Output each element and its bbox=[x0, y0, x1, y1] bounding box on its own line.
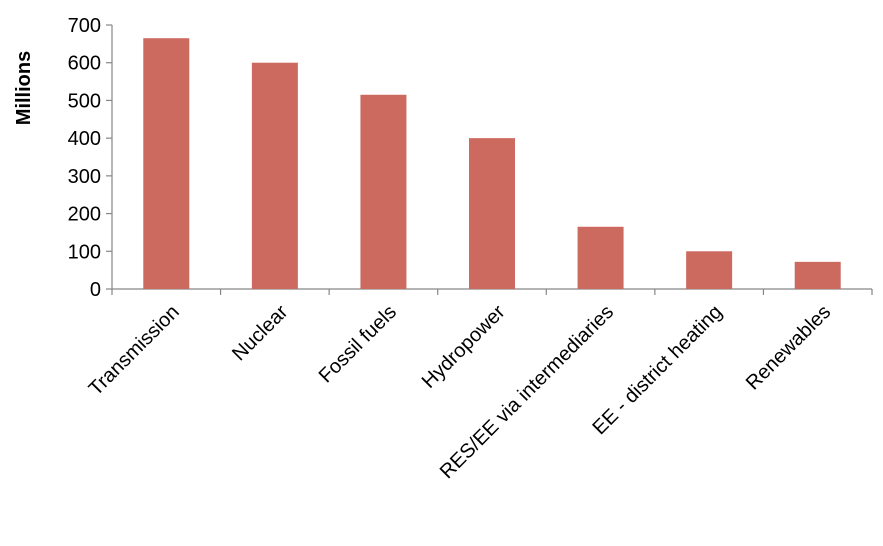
y-tick-label: 400 bbox=[68, 128, 101, 150]
y-tick-label: 700 bbox=[68, 15, 101, 37]
x-tick-label: RES/EE via intermediaries bbox=[436, 301, 618, 483]
x-tick-label: Fossil fuels bbox=[315, 301, 401, 387]
y-axis-title: Millions bbox=[13, 51, 35, 125]
x-tick-label: Nuclear bbox=[228, 301, 293, 366]
y-tick-label: 0 bbox=[90, 279, 101, 301]
y-tick-label: 200 bbox=[68, 204, 101, 226]
bar-transmission bbox=[143, 38, 190, 290]
y-tick-label: 300 bbox=[68, 166, 101, 188]
x-tick-label: Hydropower bbox=[418, 301, 510, 393]
bar-res-ee-via-intermediaries bbox=[577, 226, 624, 289]
bar-nuclear bbox=[251, 62, 298, 289]
bar-renewables bbox=[794, 261, 841, 289]
bar-fossil-fuels bbox=[360, 94, 407, 290]
y-tick-label: 600 bbox=[68, 53, 101, 75]
x-tick-label: Transmission bbox=[85, 301, 184, 400]
y-tick-label: 100 bbox=[68, 241, 101, 263]
bar-hydropower bbox=[469, 138, 515, 289]
y-tick-label: 500 bbox=[68, 90, 101, 112]
x-tick-label: Renewables bbox=[742, 301, 835, 394]
bar-ee-district-heating bbox=[686, 251, 733, 289]
